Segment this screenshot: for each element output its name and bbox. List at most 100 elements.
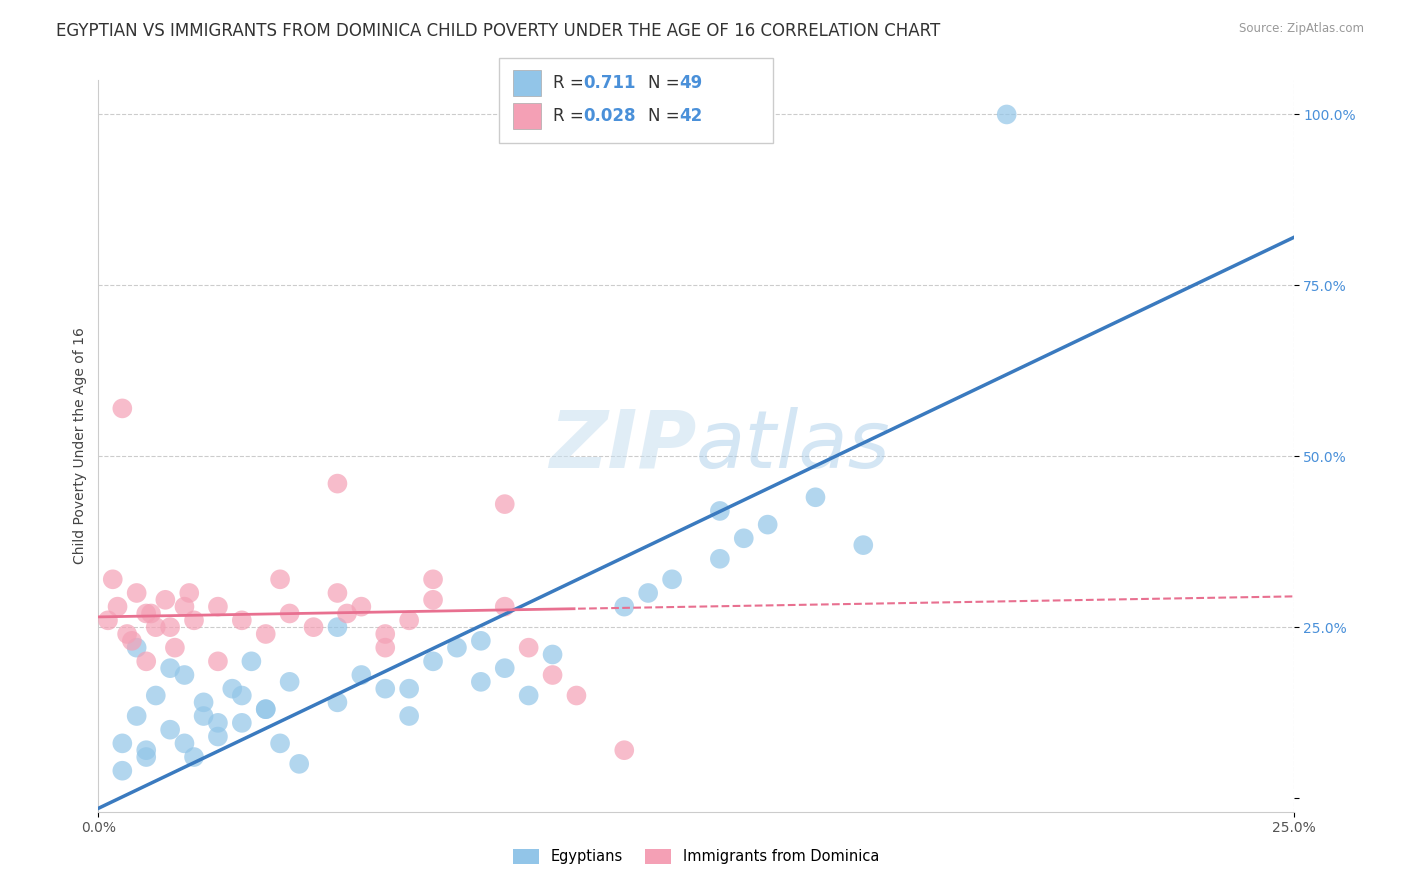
Point (278, 607, 301, 621)
Point (135, 743, 157, 757)
Point (254, 702, 277, 716)
Point (995, 107, 1018, 121)
Point (709, 551, 731, 566)
Point (637, 586, 659, 600)
Point (374, 681, 396, 696)
Point (470, 674, 492, 689)
Point (159, 723, 181, 737)
Y-axis label: Child Poverty Under the Age of 16: Child Poverty Under the Age of 16 (73, 327, 87, 565)
Point (494, 599, 516, 614)
Point (193, 709, 215, 723)
Point (254, 627, 277, 641)
Point (336, 607, 359, 621)
Text: Source: ZipAtlas.com: Source: ZipAtlas.com (1239, 22, 1364, 36)
Point (374, 640, 396, 655)
Point (661, 572, 683, 586)
Point (173, 599, 195, 614)
Point (135, 607, 157, 621)
Point (135, 654, 157, 668)
Point (494, 497, 516, 511)
Point (541, 668, 564, 682)
Point (278, 674, 301, 689)
Point (756, 517, 779, 532)
Point (541, 648, 564, 662)
Point (240, 654, 263, 668)
Text: 42: 42 (679, 107, 703, 125)
Point (163, 640, 186, 655)
Point (398, 681, 420, 696)
Point (155, 592, 177, 607)
Point (173, 668, 195, 682)
Point (101, 572, 124, 586)
Point (231, 613, 253, 627)
Point (269, 572, 291, 586)
Point (288, 756, 311, 771)
Point (804, 490, 827, 504)
Point (135, 750, 157, 764)
Point (125, 640, 148, 655)
Point (852, 538, 875, 552)
Point (221, 681, 243, 696)
Point (422, 572, 444, 586)
Point (326, 476, 349, 491)
Point (183, 750, 205, 764)
Text: EGYPTIAN VS IMMIGRANTS FROM DOMINICA CHILD POVERTY UNDER THE AGE OF 16 CORRELATI: EGYPTIAN VS IMMIGRANTS FROM DOMINICA CHI… (56, 22, 941, 40)
Legend: Egyptians, Immigrants from Dominica: Egyptians, Immigrants from Dominica (508, 843, 884, 871)
Point (613, 599, 636, 614)
Point (159, 620, 181, 634)
Point (139, 607, 162, 621)
Point (326, 695, 349, 709)
Text: 49: 49 (679, 74, 703, 92)
Point (111, 764, 134, 778)
Point (422, 654, 444, 668)
Point (193, 695, 215, 709)
Point (374, 627, 396, 641)
Point (111, 736, 134, 750)
Point (125, 586, 148, 600)
Point (269, 736, 291, 750)
Point (398, 613, 420, 627)
Point (350, 668, 373, 682)
Text: ZIP: ZIP (548, 407, 696, 485)
Point (494, 661, 516, 675)
Point (173, 736, 195, 750)
Point (125, 709, 148, 723)
Point (183, 613, 205, 627)
Point (107, 599, 129, 614)
Point (111, 401, 134, 416)
Point (565, 689, 588, 703)
Point (207, 730, 229, 744)
Point (709, 504, 731, 518)
Text: R =: R = (553, 74, 589, 92)
Point (207, 715, 229, 730)
Point (422, 592, 444, 607)
Point (97, 613, 120, 627)
Point (446, 640, 468, 655)
Point (231, 689, 253, 703)
Point (115, 627, 138, 641)
Point (231, 715, 253, 730)
Text: 0.711: 0.711 (583, 74, 636, 92)
Text: N =: N = (648, 107, 685, 125)
Point (613, 743, 636, 757)
Point (517, 689, 540, 703)
Point (302, 620, 325, 634)
Text: 0.028: 0.028 (583, 107, 636, 125)
Point (398, 709, 420, 723)
Point (145, 689, 167, 703)
Point (179, 586, 201, 600)
Point (733, 531, 755, 545)
Point (159, 661, 181, 675)
Text: R =: R = (553, 107, 589, 125)
Text: N =: N = (648, 74, 685, 92)
Point (207, 654, 229, 668)
Text: atlas: atlas (696, 407, 891, 485)
Point (207, 599, 229, 614)
Point (470, 633, 492, 648)
Point (121, 633, 143, 648)
Point (350, 599, 373, 614)
Point (326, 586, 349, 600)
Point (517, 640, 540, 655)
Point (254, 702, 277, 716)
Point (326, 620, 349, 634)
